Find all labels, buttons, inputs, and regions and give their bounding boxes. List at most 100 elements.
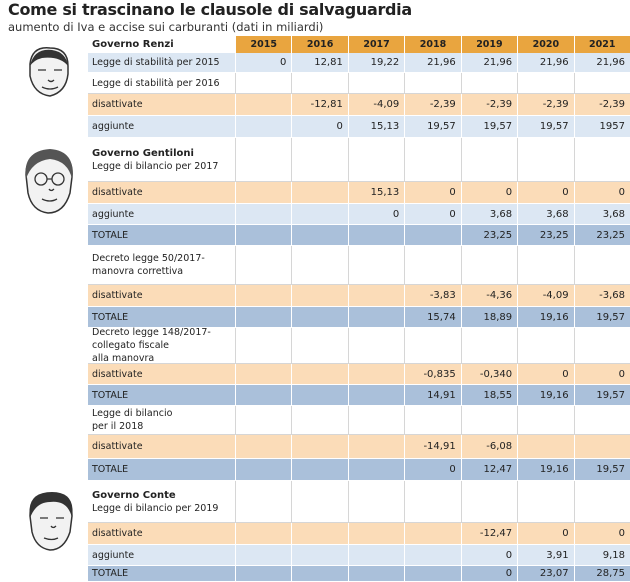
- label-line: TOTALE: [92, 229, 129, 241]
- label-line: TOTALE: [92, 568, 129, 579]
- cell: 12,47: [460, 459, 518, 481]
- cell: [517, 435, 574, 459]
- cell: -3,83: [404, 285, 461, 307]
- cell: 3,68: [460, 204, 518, 225]
- cell: 3,91: [517, 545, 574, 566]
- cell: [235, 116, 292, 138]
- cell: 15,74: [404, 307, 461, 328]
- row-label: Decreto legge 50/2017- manovra correttiva: [88, 246, 235, 285]
- cell: 0: [291, 116, 348, 138]
- cell: [291, 385, 348, 406]
- cell: [460, 328, 518, 364]
- cell: 19,57: [517, 116, 574, 138]
- cell: [235, 406, 292, 435]
- cell: 9,18: [573, 545, 630, 566]
- cell: 15,13: [347, 182, 405, 204]
- cell: 19,57: [460, 116, 518, 138]
- row-label: TOTALE: [88, 385, 235, 406]
- cell: -12,47: [460, 523, 518, 545]
- cell: 3,68: [573, 204, 630, 225]
- label-line: TOTALE: [92, 311, 129, 323]
- cell: 19,57: [404, 116, 461, 138]
- cell: [291, 481, 348, 523]
- cell: [235, 225, 292, 246]
- cell: [573, 481, 630, 523]
- label-line: TOTALE: [92, 464, 129, 475]
- cell: [573, 138, 630, 182]
- cell: [235, 285, 292, 307]
- cell: [347, 435, 405, 459]
- portrait: [29, 47, 69, 97]
- label-line: aggiunte: [92, 121, 135, 132]
- row-label: disattivate: [88, 94, 235, 116]
- cell: [517, 246, 574, 285]
- cell: 23,25: [573, 225, 630, 246]
- group-heading: Governo Gentiloni: [92, 147, 194, 159]
- cell: [460, 481, 518, 523]
- cell: [347, 225, 405, 246]
- cell: [291, 459, 348, 481]
- cell: [404, 225, 461, 246]
- row-label: disattivate: [88, 285, 235, 307]
- cell: [235, 138, 292, 182]
- cell: [404, 545, 461, 566]
- cell: [235, 459, 292, 481]
- cell: [573, 328, 630, 364]
- cell: -2,39: [460, 94, 518, 116]
- row-label: disattivate: [88, 523, 235, 545]
- column-header: 2018: [404, 36, 461, 53]
- cell: [235, 204, 292, 225]
- column-header: 2020: [517, 36, 574, 53]
- cell: -4,09: [517, 285, 574, 307]
- column-header: 2015: [235, 36, 292, 53]
- cell: 19,57: [573, 385, 630, 406]
- cell: [235, 307, 292, 328]
- cell: 0: [235, 53, 292, 73]
- label-line: TOTALE: [92, 389, 129, 401]
- cell: 21,96: [460, 53, 518, 73]
- row-label: aggiunte: [88, 545, 235, 566]
- cell: [347, 406, 405, 435]
- cell: [291, 285, 348, 307]
- cell: [235, 523, 292, 545]
- label-line: collegato fiscale: [92, 340, 170, 351]
- label-line: Legge di bilancio per 2019: [92, 502, 219, 514]
- cell: [235, 481, 292, 523]
- label-line: per il 2018: [92, 421, 144, 432]
- row-label: Legge di bilancio per il 2018: [88, 406, 235, 435]
- cell: 0: [460, 566, 518, 582]
- row-label: aggiunte: [88, 204, 235, 225]
- cell: [347, 459, 405, 481]
- cell: [235, 545, 292, 566]
- cell: 23,25: [460, 225, 518, 246]
- cell: [573, 406, 630, 435]
- cell: 0: [573, 182, 630, 204]
- cell: 21,96: [404, 53, 461, 73]
- cell: [347, 481, 405, 523]
- cell: [291, 566, 348, 582]
- label-line: Legge di bilancio per 2017: [92, 160, 219, 172]
- cell: [235, 385, 292, 406]
- cell: [404, 246, 461, 285]
- column-header: 2016: [291, 36, 348, 53]
- cell: 18,55: [460, 385, 518, 406]
- cell: [235, 182, 292, 204]
- cell: 12,81: [291, 53, 348, 73]
- cell: 0: [573, 364, 630, 385]
- cell: [291, 307, 348, 328]
- column-header: 2021: [573, 36, 630, 53]
- cell: [291, 364, 348, 385]
- cell: -4,09: [347, 94, 405, 116]
- row-label: Decreto legge 148/2017- collegato fiscale…: [88, 327, 235, 364]
- cell: [235, 566, 292, 582]
- row-label: TOTALE: [88, 566, 235, 582]
- cell: [460, 406, 518, 435]
- cell: 21,96: [573, 53, 630, 73]
- row-label: TOTALE: [88, 459, 235, 481]
- cell: [460, 246, 518, 285]
- row-label: Legge di stabilità per 2015: [88, 53, 235, 73]
- cell: -6,08: [460, 435, 518, 459]
- cell: [291, 435, 348, 459]
- cell: [347, 138, 405, 182]
